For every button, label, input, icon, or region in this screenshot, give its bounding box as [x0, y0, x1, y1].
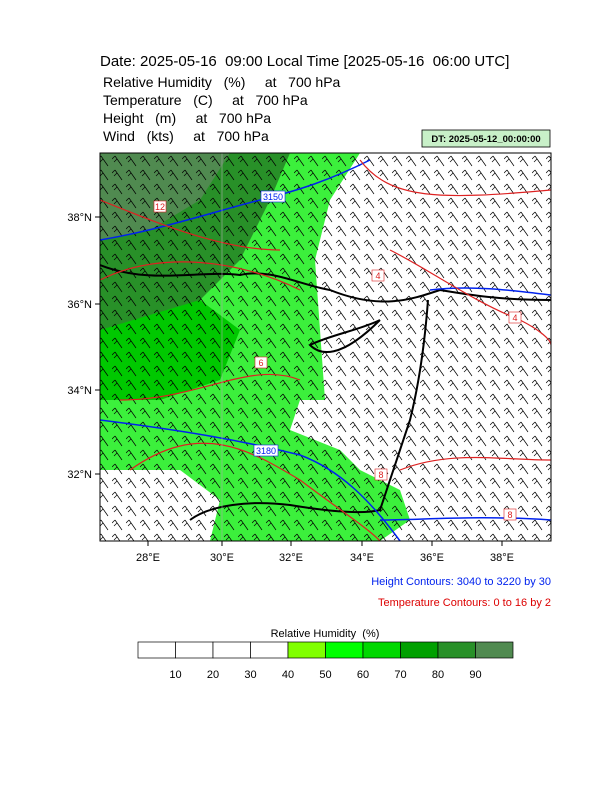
- temperature-contour-label: 6: [258, 358, 263, 368]
- dt-label: DT: 2025-05-12_00:00:00: [431, 134, 540, 145]
- title: Date: 2025-05-16 09:00 Local Time [2025-…: [100, 53, 509, 70]
- lon-label: 34°E: [350, 552, 374, 564]
- subtitle: Height (m) at 700 hPa: [103, 110, 271, 126]
- colorbar-label: 40: [282, 669, 294, 681]
- colorbar-box: [137, 641, 176, 659]
- subtitle: Relative Humidity (%) at 700 hPa: [103, 74, 341, 90]
- temperature-contour-label: 4: [512, 313, 517, 323]
- contour-label-box: [254, 356, 268, 369]
- colorbar-box: [475, 641, 514, 659]
- contour-label-box: [374, 468, 388, 481]
- lon-label: 32°E: [279, 552, 303, 564]
- colorbar-label: 70: [394, 669, 406, 681]
- map-frame: [99, 152, 552, 542]
- height-contour-label: 3180: [256, 446, 276, 456]
- temperature-contour-label: 4: [375, 271, 380, 281]
- lon-label: 28°E: [136, 552, 160, 564]
- lat-label: 36°N: [67, 299, 92, 311]
- contour-label-box: [508, 311, 522, 324]
- height-note: Height Contours: 3040 to 3220 by 30: [371, 576, 551, 588]
- colorbar: 10 20 30 40 50 60 70 80 90: [137, 641, 514, 681]
- map: [100, 153, 551, 541]
- temperature-contour-label: 8: [507, 510, 512, 520]
- colorbar-label: 10: [169, 669, 181, 681]
- overlay: 38°N 36°N 34°N 32°N 28°E 30°E 32°E 34°E 36°E 38°E…: [67, 190, 522, 564]
- colorbar-box: [212, 641, 251, 659]
- colorbar-box: [400, 641, 439, 659]
- lat-label: 34°N: [67, 385, 92, 397]
- colorbar-title: Relative Humidity (%): [271, 628, 380, 640]
- lon-label: 38°E: [490, 552, 514, 564]
- wind-barbs: [100, 153, 551, 541]
- colorbar-box: [437, 641, 476, 659]
- colorbar-label: 30: [244, 669, 256, 681]
- height-contour: [100, 159, 551, 541]
- contour-label-box: [153, 200, 167, 213]
- colorbar-box: [175, 641, 214, 659]
- contour-label-box: [371, 269, 385, 282]
- subtitle: Temperature (C) at 700 hPa: [103, 92, 308, 108]
- colorbar-label: 80: [432, 669, 444, 681]
- lon-label: 30°E: [210, 552, 234, 564]
- height-contour-label: 3150: [263, 192, 283, 202]
- colorbar-box: [362, 641, 401, 659]
- colorbar-label: 90: [469, 669, 481, 681]
- lat-label: 38°N: [67, 212, 92, 224]
- colorbar-label: 50: [319, 669, 331, 681]
- dt-box: [421, 129, 551, 148]
- colorbar-label: 20: [207, 669, 219, 681]
- contour-label-box: [503, 508, 517, 521]
- temperature-contour: [100, 159, 551, 541]
- colorbar-box: [325, 641, 364, 659]
- colorbar-box: [287, 641, 326, 659]
- subtitle: Wind (kts) at 700 hPa: [103, 128, 269, 144]
- contour-label-box: [260, 190, 286, 203]
- temperature-contour-label: 12: [155, 202, 165, 212]
- temperature-note: Temperature Contours: 0 to 16 by 2: [378, 597, 551, 609]
- temperature-contour-label: 8: [378, 470, 383, 480]
- colorbar-box: [250, 641, 289, 659]
- lon-label: 36°E: [420, 552, 444, 564]
- contour-label-box: [253, 444, 279, 457]
- lat-label: 32°N: [67, 469, 92, 481]
- colorbar-label: 60: [357, 669, 369, 681]
